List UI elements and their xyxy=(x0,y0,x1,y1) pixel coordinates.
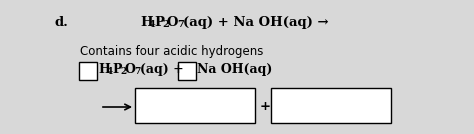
Text: 7: 7 xyxy=(177,20,184,29)
Text: P: P xyxy=(154,16,164,29)
Text: 2: 2 xyxy=(162,20,169,29)
Text: 2: 2 xyxy=(120,67,126,76)
Bar xyxy=(79,62,97,80)
Text: H: H xyxy=(98,63,110,76)
Text: Na OH(aq): Na OH(aq) xyxy=(197,63,273,76)
Text: (aq) + Na OH(aq) →: (aq) + Na OH(aq) → xyxy=(183,16,328,29)
Text: O: O xyxy=(167,16,179,29)
Text: P: P xyxy=(112,63,121,76)
Text: 4: 4 xyxy=(107,67,113,76)
Text: (aq) +: (aq) + xyxy=(140,63,184,76)
Text: +: + xyxy=(260,100,271,113)
Text: H: H xyxy=(140,16,153,29)
Text: 4: 4 xyxy=(149,20,156,29)
Bar xyxy=(135,88,255,123)
Text: Contains four acidic hydrogens: Contains four acidic hydrogens xyxy=(80,45,264,58)
Text: d.: d. xyxy=(55,16,69,29)
Text: O: O xyxy=(125,63,136,76)
Text: 7: 7 xyxy=(134,67,140,76)
Bar xyxy=(271,88,391,123)
Bar xyxy=(178,62,196,80)
